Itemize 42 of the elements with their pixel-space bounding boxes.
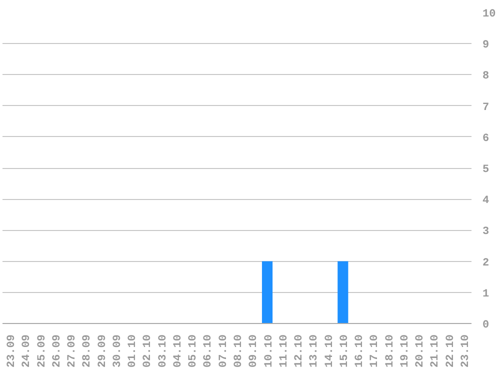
- x-tick-label: 29.09: [96, 334, 109, 368]
- x-tick-label: 17.10: [369, 334, 382, 368]
- x-tick-label: 14.10: [324, 334, 336, 368]
- x-tick-label: 11.10: [278, 334, 290, 368]
- x-tick-label: 05.10: [188, 334, 200, 368]
- x-tick-label: 16.10: [354, 334, 366, 368]
- x-tick-label: 10.10: [263, 334, 276, 368]
- x-tick-label: 23.09: [6, 334, 18, 368]
- x-tick-label: 22.10: [444, 334, 457, 368]
- x-tick-label: 21.10: [430, 334, 442, 368]
- x-tick-label: 12.10: [294, 334, 306, 368]
- y-tick-label: 10: [482, 8, 496, 20]
- y-tick-label: 6: [482, 132, 490, 145]
- x-tick-label: 19.10: [399, 334, 412, 368]
- x-tick-label: 07.10: [218, 334, 230, 368]
- x-tick-label: 30.09: [112, 334, 124, 368]
- x-tick-label: 18.10: [384, 334, 396, 368]
- x-tick-label: 15.10: [338, 334, 351, 368]
- x-tick-label: 24.09: [21, 334, 34, 368]
- y-tick-label: 2: [482, 257, 490, 270]
- y-tick-label: 7: [482, 102, 490, 114]
- x-tick-label: 27.09: [66, 334, 79, 368]
- x-tick-label: 13.10: [308, 334, 321, 368]
- x-tick-label: 02.10: [142, 334, 154, 368]
- y-tick-label: 0: [482, 320, 490, 332]
- y-tick-label: 8: [482, 70, 490, 83]
- x-tick-label: 26.09: [51, 334, 64, 368]
- x-tick-label: 06.10: [202, 334, 215, 368]
- x-tick-label: 20.10: [414, 334, 427, 368]
- x-tick-label: 04.10: [172, 334, 184, 368]
- x-tick-label: 09.10: [248, 334, 260, 368]
- x-tick-label: 23.10: [460, 334, 472, 368]
- x-tick-label: 25.09: [36, 334, 48, 368]
- x-tick-label: 01.10: [127, 334, 140, 368]
- y-tick-label: 3: [482, 226, 490, 238]
- x-tick-label: 03.10: [157, 334, 170, 368]
- x-tick-label: 28.09: [82, 334, 94, 368]
- y-tick-label: 1: [482, 288, 490, 300]
- y-tick-label: 4: [482, 195, 490, 208]
- y-tick-label: 9: [482, 40, 490, 52]
- y-tick-label: 5: [482, 164, 490, 176]
- x-tick-label: 08.10: [233, 334, 245, 368]
